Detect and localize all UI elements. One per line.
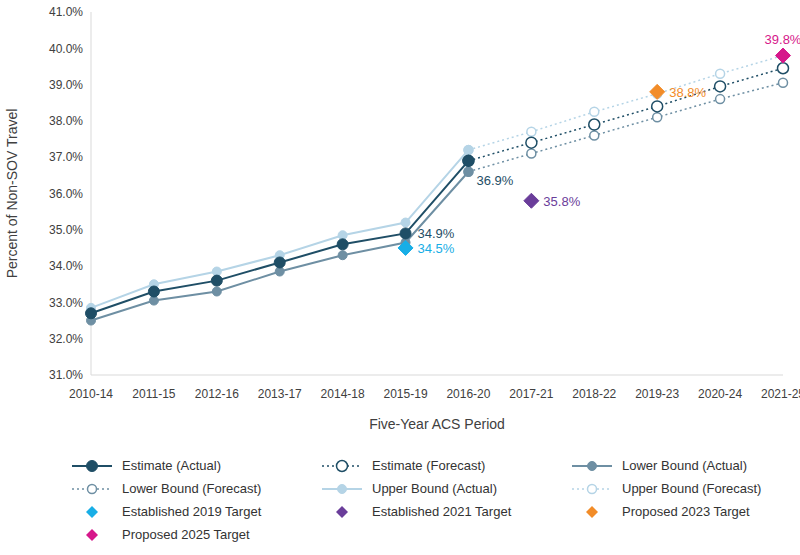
svg-text:36.0%: 36.0% <box>49 187 83 201</box>
html-text:Upper Bound (Actual): Upper Bound (Actual) <box>372 481 497 496</box>
svg-text:2014-18: 2014-18 <box>321 387 365 401</box>
html-text:Estimate (Actual): Estimate (Actual) <box>122 458 221 473</box>
html-text:Established 2019 Target: Established 2019 Target <box>122 504 262 519</box>
svg-text:41.0%: 41.0% <box>49 5 83 19</box>
svg-text:34.9%: 34.9% <box>418 226 455 241</box>
svg-text:2018-22: 2018-22 <box>572 387 616 401</box>
svg-text:40.0%: 40.0% <box>49 42 83 56</box>
svg-text:33.0%: 33.0% <box>49 296 83 310</box>
svg-text:34.0%: 34.0% <box>49 259 83 273</box>
svg-text:31.0%: 31.0% <box>49 368 83 382</box>
svg-text:2011-15: 2011-15 <box>132 387 175 401</box>
svg-text:2020-24: 2020-24 <box>698 387 742 401</box>
svg-text:36.9%: 36.9% <box>476 173 513 188</box>
svg-text:38.0%: 38.0% <box>49 114 83 128</box>
svg-text:34.5%: 34.5% <box>418 241 455 256</box>
svg-text:2012-16: 2012-16 <box>195 387 239 401</box>
html-text:Upper Bound (Forecast): Upper Bound (Forecast) <box>622 481 762 496</box>
html-text:Lower Bound (Forecast): Lower Bound (Forecast) <box>122 481 262 496</box>
svg-text:Five-Year ACS Period: Five-Year ACS Period <box>369 416 505 432</box>
svg-text:37.0%: 37.0% <box>49 150 83 164</box>
svg-text:2021-25: 2021-25 <box>761 387 792 401</box>
svg-text:39.8%: 39.8% <box>765 32 792 47</box>
svg-text:2016-20: 2016-20 <box>446 387 490 401</box>
html-text:Proposed 2025 Target: Proposed 2025 Target <box>122 527 250 542</box>
svg-text:Percent of Non-SOV Travel: Percent of Non-SOV Travel <box>8 109 20 279</box>
svg-text:32.0%: 32.0% <box>49 332 83 346</box>
html-text:Proposed 2023 Target: Proposed 2023 Target <box>622 504 750 519</box>
svg-text:35.8%: 35.8% <box>543 194 580 209</box>
svg-text:2010-14: 2010-14 <box>69 387 113 401</box>
svg-text:2015-19: 2015-19 <box>384 387 428 401</box>
html-text:Estimate (Forecast): Estimate (Forecast) <box>372 458 486 473</box>
html-text:Established 2021 Target: Established 2021 Target <box>372 504 512 519</box>
svg-text:35.0%: 35.0% <box>49 223 83 237</box>
svg-text:38.8%: 38.8% <box>669 85 706 100</box>
svg-text:39.0%: 39.0% <box>49 78 83 92</box>
svg-text:2017-21: 2017-21 <box>509 387 553 401</box>
svg-text:2013-17: 2013-17 <box>258 387 302 401</box>
svg-text:2019-23: 2019-23 <box>635 387 679 401</box>
html-text:Lower Bound (Actual): Lower Bound (Actual) <box>622 458 747 473</box>
